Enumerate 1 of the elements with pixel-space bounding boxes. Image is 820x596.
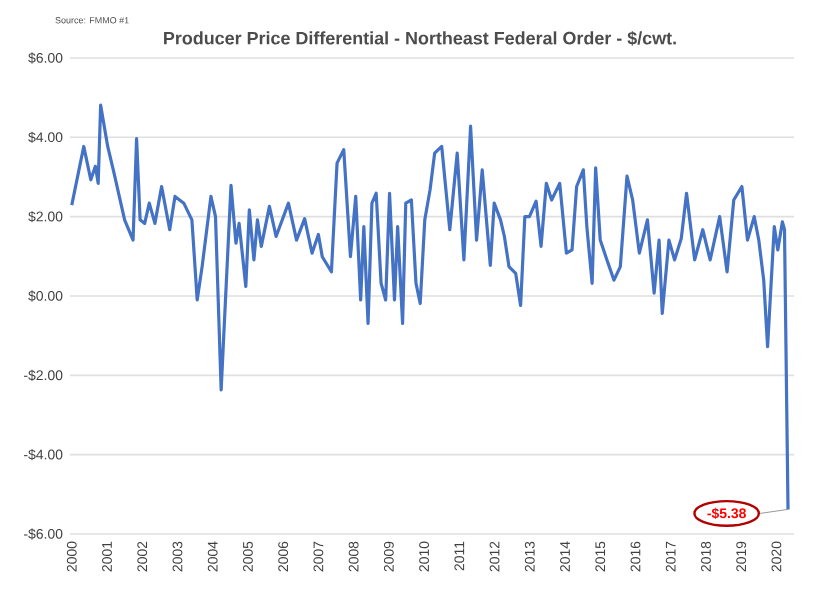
chart-title: Producer Price Differential - Northeast Federal Order - $/cwt. (164, 31, 676, 46)
